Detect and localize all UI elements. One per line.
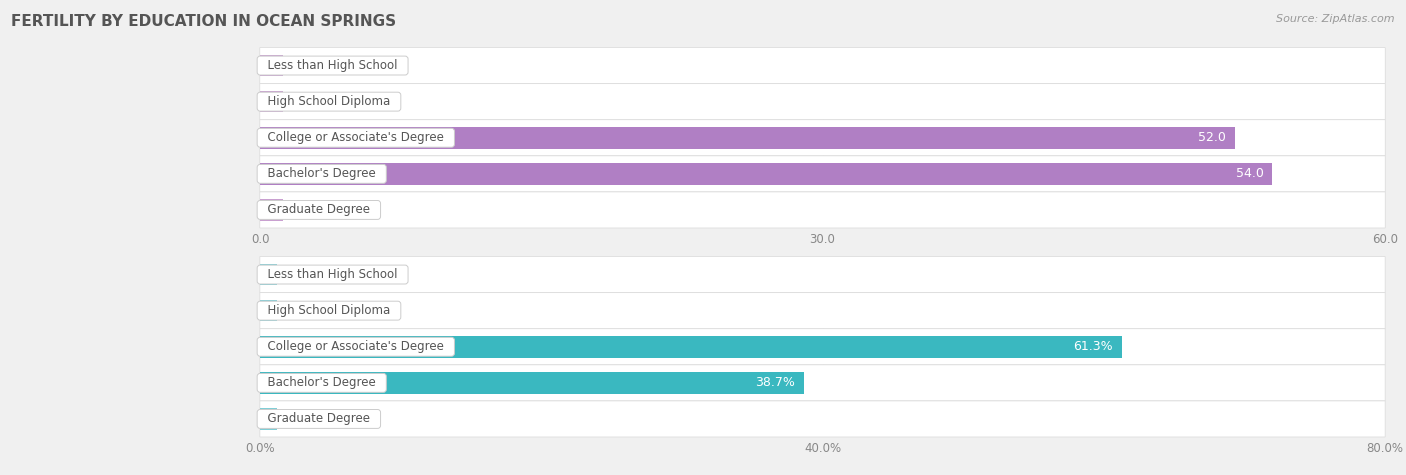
Text: 0.0%: 0.0%: [291, 304, 322, 317]
FancyBboxPatch shape: [260, 48, 1385, 84]
Bar: [260, 55, 283, 76]
Text: Less than High School: Less than High School: [260, 268, 405, 281]
Text: College or Associate's Degree: College or Associate's Degree: [260, 340, 451, 353]
Bar: [260, 127, 1234, 149]
Text: Less than High School: Less than High School: [260, 59, 405, 72]
FancyBboxPatch shape: [260, 120, 1385, 156]
Text: 38.7%: 38.7%: [755, 376, 796, 390]
FancyBboxPatch shape: [260, 192, 1385, 228]
FancyBboxPatch shape: [260, 256, 1385, 293]
Bar: [260, 336, 1122, 358]
Bar: [260, 264, 277, 285]
Bar: [260, 300, 277, 322]
FancyBboxPatch shape: [260, 84, 1385, 120]
Bar: [260, 199, 283, 221]
Text: 0.0: 0.0: [297, 95, 316, 108]
Text: Bachelor's Degree: Bachelor's Degree: [260, 167, 384, 180]
Text: 52.0: 52.0: [1198, 131, 1226, 144]
Text: 61.3%: 61.3%: [1073, 340, 1114, 353]
Text: FERTILITY BY EDUCATION IN OCEAN SPRINGS: FERTILITY BY EDUCATION IN OCEAN SPRINGS: [11, 14, 396, 29]
Text: Graduate Degree: Graduate Degree: [260, 203, 378, 217]
Text: High School Diploma: High School Diploma: [260, 304, 398, 317]
Text: Bachelor's Degree: Bachelor's Degree: [260, 376, 384, 390]
Text: High School Diploma: High School Diploma: [260, 95, 398, 108]
Text: Source: ZipAtlas.com: Source: ZipAtlas.com: [1277, 14, 1395, 24]
Text: 54.0: 54.0: [1236, 167, 1264, 180]
Text: Graduate Degree: Graduate Degree: [260, 412, 378, 426]
Text: 0.0%: 0.0%: [291, 412, 322, 426]
Text: 0.0: 0.0: [297, 203, 316, 217]
Bar: [260, 408, 277, 430]
Bar: [260, 372, 804, 394]
FancyBboxPatch shape: [260, 293, 1385, 329]
FancyBboxPatch shape: [260, 156, 1385, 192]
Bar: [260, 91, 283, 113]
Text: 0.0%: 0.0%: [291, 268, 322, 281]
Bar: [260, 163, 1272, 185]
Text: College or Associate's Degree: College or Associate's Degree: [260, 131, 451, 144]
FancyBboxPatch shape: [260, 365, 1385, 401]
Text: 0.0: 0.0: [297, 59, 316, 72]
FancyBboxPatch shape: [260, 329, 1385, 365]
FancyBboxPatch shape: [260, 401, 1385, 437]
